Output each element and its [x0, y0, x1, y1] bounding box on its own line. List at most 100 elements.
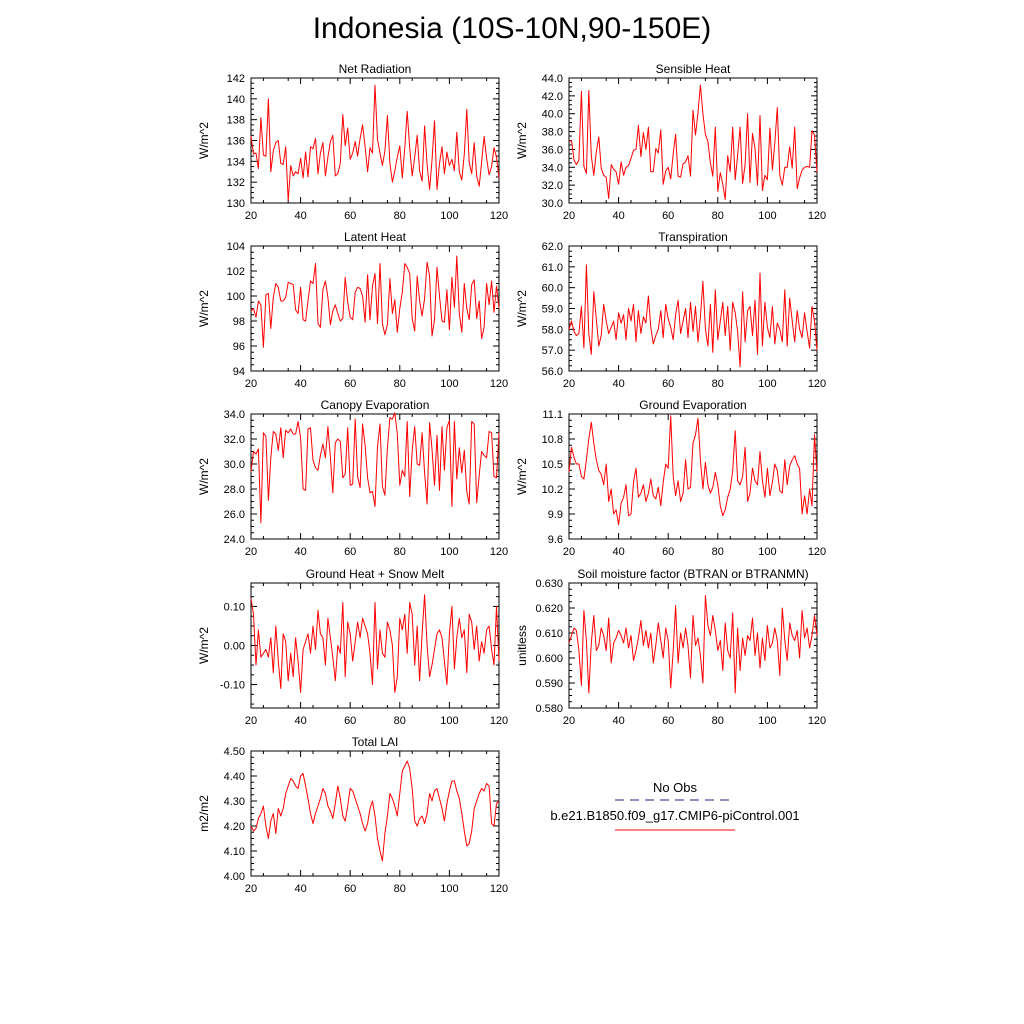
panel-title: Latent Heat	[344, 230, 407, 244]
series-line-latent-heat	[250, 255, 500, 348]
y-tick-label: 10.2	[542, 484, 563, 496]
series-line-ground-heat-snow-melt	[250, 594, 500, 693]
y-tick-label: 9.9	[548, 509, 563, 521]
x-tick-label: 120	[808, 378, 826, 390]
y-tick-label: -0.10	[220, 680, 245, 692]
plot-frame	[568, 77, 818, 204]
y-axis-label: unitless	[515, 625, 529, 666]
y-tick-label: 98	[233, 316, 245, 328]
y-tick-label: 94	[233, 366, 245, 378]
x-tick-label: 120	[490, 883, 508, 895]
panel-title: Sensible Heat	[656, 62, 731, 76]
y-tick-label: 9.6	[548, 534, 563, 546]
x-tick-label: 80	[712, 546, 724, 558]
panel-title: Ground Heat + Snow Melt	[306, 567, 445, 581]
x-tick-label: 100	[758, 210, 776, 222]
y-axis-label: W/m^2	[515, 122, 529, 159]
x-tick-label: 120	[490, 715, 508, 727]
panel-sensible-heat: Sensible Heat W/m^2 20 40 60 80 100 120 30.0 32.0…	[515, 62, 826, 222]
x-tick-label: 60	[344, 210, 356, 222]
y-tick-label: 0.620	[535, 603, 563, 615]
x-tick-label: 60	[344, 883, 356, 895]
y-tick-label: 24.0	[224, 534, 245, 546]
x-tick-label: 20	[245, 378, 257, 390]
x-tick-label: 20	[563, 210, 575, 222]
y-axis-label: W/m^2	[515, 458, 529, 495]
x-tick-label: 80	[394, 378, 406, 390]
y-axis-label: W/m^2	[197, 627, 211, 664]
x-tick-label: 100	[440, 546, 458, 558]
x-tick-label: 40	[294, 546, 306, 558]
series-line-soil-moisture-factor-btran-or-btranmn	[568, 595, 818, 694]
x-tick-label: 20	[563, 378, 575, 390]
plot-frame	[250, 582, 500, 709]
x-tick-label: 80	[394, 210, 406, 222]
y-axis-label: m2/m2	[197, 795, 211, 832]
y-tick-label: 96	[233, 341, 245, 353]
x-tick-label: 60	[344, 378, 356, 390]
y-tick-label: 30.0	[224, 459, 245, 471]
x-tick-label: 40	[294, 210, 306, 222]
y-tick-label: 4.30	[224, 796, 245, 808]
y-tick-label: 32.0	[542, 180, 563, 192]
y-axis-label: W/m^2	[515, 290, 529, 327]
panel-title: Transpiration	[658, 230, 728, 244]
y-tick-label: 142	[227, 73, 245, 85]
x-tick-label: 120	[490, 210, 508, 222]
x-tick-label: 100	[758, 715, 776, 727]
y-tick-label: 0.590	[535, 678, 563, 690]
panel-canopy-evaporation: Canopy Evaporation W/m^2 20 40 60 80 100 120 24.…	[197, 398, 508, 558]
y-tick-label: 132	[227, 177, 245, 189]
panel-ground-evaporation: Ground Evaporation W/m^2 20 40 60 80 100 120 9.6…	[515, 398, 826, 558]
x-tick-label: 60	[662, 546, 674, 558]
x-tick-label: 100	[440, 210, 458, 222]
series-line-sensible-heat	[568, 84, 818, 200]
series-line-transpiration	[568, 264, 818, 368]
x-tick-label: 80	[394, 883, 406, 895]
y-tick-label: 32.0	[224, 434, 245, 446]
x-tick-label: 40	[612, 210, 624, 222]
x-tick-label: 20	[245, 210, 257, 222]
y-tick-label: 26.0	[224, 509, 245, 521]
x-tick-label: 120	[490, 378, 508, 390]
y-tick-label: 4.50	[224, 746, 245, 758]
page-title: Indonesia (10S-10N,90-150E)	[312, 12, 712, 45]
x-tick-label: 80	[394, 546, 406, 558]
x-tick-label: 60	[662, 715, 674, 727]
plot-frame	[568, 245, 818, 372]
x-tick-label: 40	[294, 715, 306, 727]
y-tick-label: 0.600	[535, 653, 563, 665]
x-tick-label: 40	[612, 715, 624, 727]
panel-transpiration: Transpiration W/m^2 20 40 60 80 100 120 56.0 57.0…	[515, 230, 826, 390]
y-tick-label: 62.0	[542, 241, 563, 253]
plot-frame	[568, 413, 818, 540]
y-tick-label: 140	[227, 94, 245, 106]
y-tick-label: 57.0	[542, 345, 563, 357]
x-tick-label: 100	[440, 715, 458, 727]
x-tick-label: 60	[344, 715, 356, 727]
x-tick-label: 120	[808, 210, 826, 222]
panel-ground-heat-snow-melt: Ground Heat + Snow Melt W/m^2 20 40 60 80 100 1…	[197, 567, 508, 727]
x-tick-label: 40	[294, 378, 306, 390]
x-tick-label: 80	[712, 210, 724, 222]
y-tick-label: 134	[227, 156, 245, 168]
x-tick-label: 60	[662, 378, 674, 390]
series-line-net-radiation	[250, 84, 500, 202]
y-axis-label: W/m^2	[197, 122, 211, 159]
series-line-canopy-evaporation	[250, 412, 500, 524]
y-tick-label: 0.10	[224, 601, 245, 613]
y-tick-label: 56.0	[542, 366, 563, 378]
panel-soil-moisture-factor-btran-or-btranmn: Soil moisture factor (BTRAN or BTRANMN) u…	[515, 567, 826, 727]
y-tick-label: 100	[227, 291, 245, 303]
x-tick-label: 40	[612, 546, 624, 558]
y-tick-label: 11.1	[542, 409, 563, 421]
panel-latent-heat: Latent Heat W/m^2 20 40 60 80 100 120 94 96 98 100 1…	[197, 230, 508, 390]
series-line-total-lai	[250, 760, 500, 862]
x-tick-label: 20	[563, 715, 575, 727]
x-tick-label: 120	[808, 546, 826, 558]
y-axis-label: W/m^2	[197, 290, 211, 327]
legend-model-label: b.e21.B1850.f09_g17.CMIP6-piControl.001	[550, 808, 799, 823]
panel-total-lai: Total LAI m2/m2 20 40 60 80 100 120 4.00 4.10 4.20…	[197, 735, 508, 895]
y-tick-label: 4.00	[224, 871, 245, 883]
